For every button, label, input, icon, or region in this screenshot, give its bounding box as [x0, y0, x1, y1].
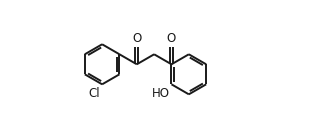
- Text: O: O: [132, 32, 142, 45]
- Text: Cl: Cl: [88, 87, 100, 100]
- Text: O: O: [167, 32, 176, 45]
- Text: HO: HO: [152, 87, 170, 100]
